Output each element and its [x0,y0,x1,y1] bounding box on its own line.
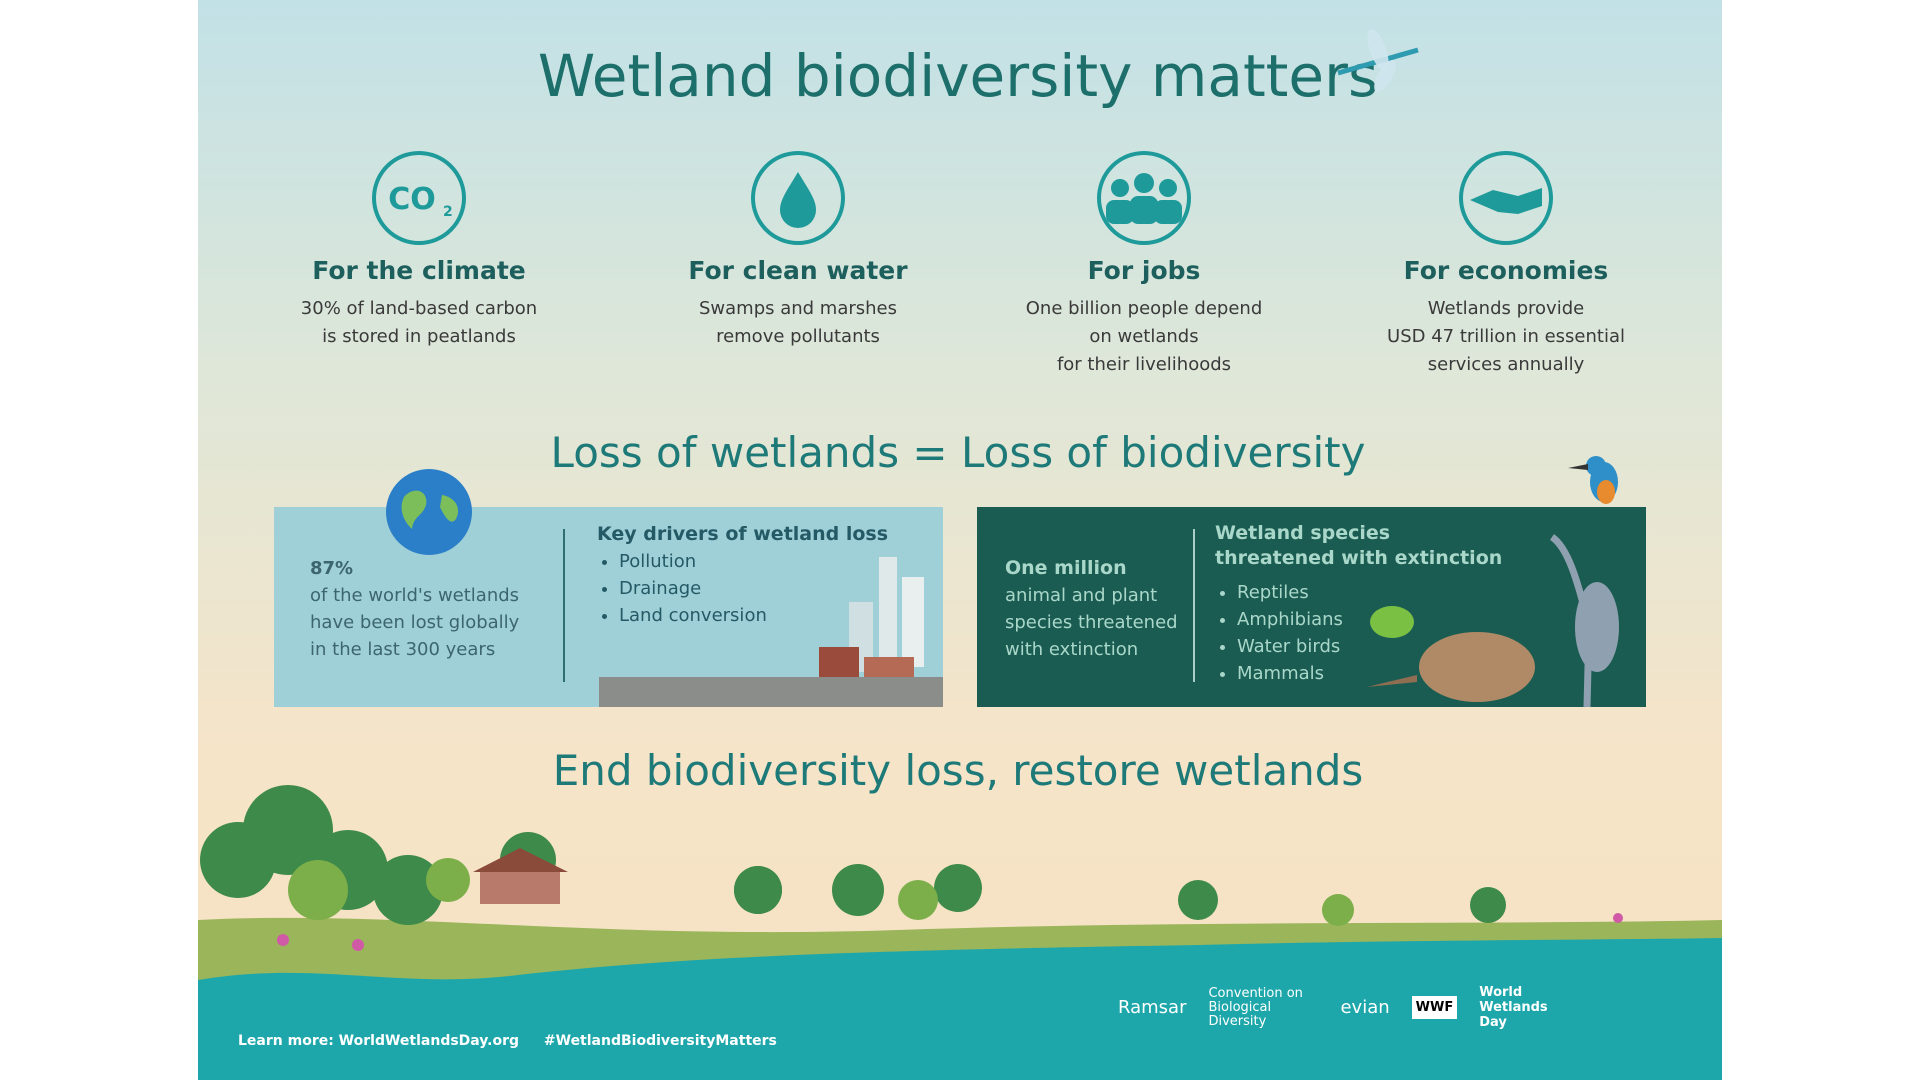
line: for their livelihoods [1056,354,1232,375]
logo: evian [1340,997,1390,1018]
line: 30% of land-based carbon [300,298,538,319]
species-heading: Wetland species threatened with extincti… [1215,521,1502,571]
drivers: Key drivers of wetland loss Pollution Dr… [597,521,888,629]
species-item: Mammals [1237,660,1502,687]
benefit-text: Swamps and marshes remove pollutants [688,295,907,351]
driver: Pollution [619,548,888,575]
co2-text: CO [388,182,436,217]
benefit-icons: CO 2 [372,151,1553,245]
line: USD 47 trillion in essential [1387,326,1625,347]
co2-sub: 2 [443,204,453,220]
benefit: For clean water Swamps and marshes remove… [688,256,907,351]
benefit-heading: For jobs [1087,256,1201,285]
line: species threatened [1005,612,1178,633]
line: is stored in peatlands [322,326,516,347]
footer: Learn more: WorldWetlandsDay.org #Wetlan… [238,1033,777,1049]
species: Wetland species threatened with extincti… [1215,521,1502,687]
benefit-text: One billion people depend on wetlands for … [1026,295,1263,379]
species-stat: One million animal and plant species thr… [1005,555,1178,663]
learn-more: Learn more: WorldWetlandsDay.org [238,1033,520,1049]
loss-stat: 87% of the world's wetlands have been lo… [310,555,519,663]
line: in the last 300 years [310,639,496,660]
benefit-text: Wetlands provide USD 47 trillion in essen… [1387,295,1625,379]
benefit-heading: For economies [1403,256,1609,285]
title: Wetland biodiversity matters [537,42,1379,110]
species-list: Reptiles Amphibians Water birds Mammals [1215,579,1502,687]
poster: Wetland biodiversity matters CO 2 For th… [198,0,1722,1080]
logo: World Wetlands Day [1479,985,1548,1030]
left-panel-art [563,529,943,707]
benefit: For economies Wetlands provide USD 47 tri… [1387,256,1625,379]
drivers-list: Pollution Drainage Land conversion [597,548,888,629]
line: One billion people depend [1025,298,1263,319]
right-panel-art [1193,529,1619,707]
benefit-heading: For the climate [312,256,526,285]
line: services annually [1427,354,1585,375]
line: on wetlands [1089,326,1199,347]
hashtag: #WetlandBiodiversityMatters [543,1033,777,1049]
benefit-heading: For clean water [688,256,908,285]
line: of the world's wetlands [310,585,520,606]
driver: Land conversion [619,602,888,629]
stat: One million [1005,557,1127,579]
globe-icon [386,469,472,555]
species-item: Reptiles [1237,579,1502,606]
line: Wetlands provide [1427,298,1585,319]
section-heading: End biodiversity loss, restore wetlands [552,746,1364,795]
right-panel: One million animal and plant species thr… [977,507,1646,707]
species-item: Water birds [1237,633,1502,660]
species-item: Amphibians [1237,606,1502,633]
logo: Ramsar [1118,997,1187,1018]
drivers-heading: Key drivers of wetland loss [597,523,889,545]
line: remove pollutants [716,326,880,347]
line: Wetland species [1215,522,1391,544]
driver: Drainage [619,575,888,602]
dragonfly-icon [1337,29,1419,92]
stat: 87% [310,558,354,579]
line: with extinction [1005,639,1139,660]
line: threatened with extinction [1215,547,1503,569]
benefit-text: 30% of land-based carbon is stored in pea… [301,295,537,351]
logos: Ramsar Convention on Biological Diversit… [1118,985,1559,1030]
landscape [198,785,1722,1080]
logo: Convention on Biological Diversity [1208,985,1303,1029]
benefit: For the climate 30% of land-based carbon… [301,256,537,351]
left-panel: 87% of the world's wetlands have been lo… [274,469,943,707]
benefit: For jobs One billion people depend on wet… [1026,256,1263,379]
line: Swamps and marshes [698,298,898,319]
line: animal and plant [1005,585,1158,606]
kingfisher-icon [1568,456,1618,504]
logo: WWF [1411,996,1458,1019]
section-heading: Loss of wetlands = Loss of biodiversity [550,428,1366,477]
line: have been lost globally [310,612,520,633]
